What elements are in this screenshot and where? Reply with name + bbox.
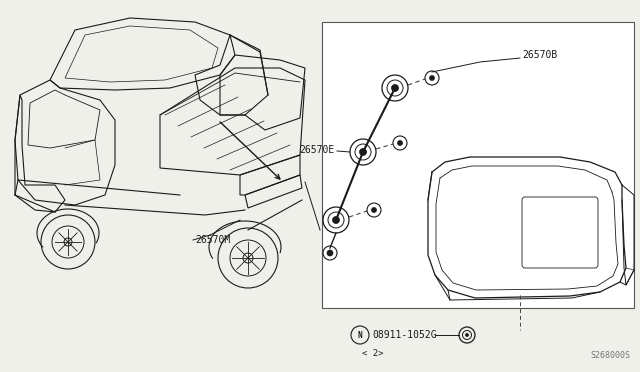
Circle shape	[392, 84, 399, 92]
Text: N: N	[358, 330, 362, 340]
Circle shape	[397, 141, 403, 145]
Text: 08911-1052G: 08911-1052G	[372, 330, 436, 340]
Bar	[322, 22, 634, 308]
Circle shape	[429, 76, 435, 80]
Circle shape	[371, 208, 376, 212]
Circle shape	[465, 334, 468, 337]
Text: S268000S: S268000S	[590, 350, 630, 359]
Circle shape	[327, 250, 333, 256]
Circle shape	[360, 148, 367, 155]
Circle shape	[333, 217, 339, 224]
Text: < 2>: < 2>	[362, 349, 383, 358]
Text: 26570B: 26570B	[522, 50, 557, 60]
Text: 26570E: 26570E	[300, 145, 335, 155]
Text: 26570M: 26570M	[195, 235, 230, 245]
